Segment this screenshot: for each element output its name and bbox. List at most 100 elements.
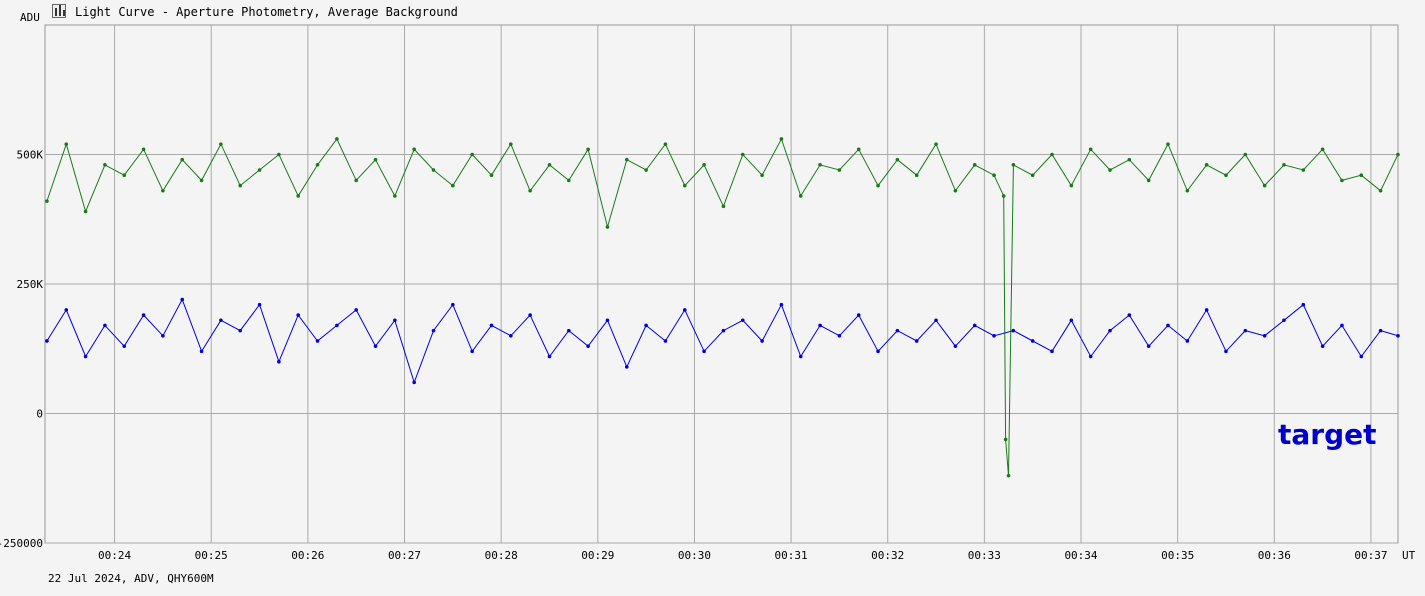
series-point-1 <box>605 318 610 323</box>
series-point-1 <box>509 334 513 338</box>
series-point-0 <box>1069 183 1074 188</box>
series-point-0 <box>238 183 243 188</box>
series-point-0 <box>122 173 127 178</box>
series-point-0 <box>856 147 861 152</box>
series-point-1 <box>1146 344 1151 348</box>
y-tick-label: -250000 <box>0 537 43 550</box>
series-point-1 <box>1282 318 1286 323</box>
x-tick-label: 00:37 <box>1354 549 1387 562</box>
y-tick-label: 500K <box>17 149 44 162</box>
series-point-0 <box>702 163 706 167</box>
series-point-1 <box>914 339 919 343</box>
series-point-0 <box>45 199 49 203</box>
series-point-0 <box>798 194 803 198</box>
series-point-1 <box>180 297 185 302</box>
series-point-1 <box>431 328 436 333</box>
series-point-0 <box>895 157 900 162</box>
series-point-0 <box>335 137 339 141</box>
series-point-1 <box>1378 328 1383 333</box>
series-point-0 <box>624 157 629 162</box>
series-point-0 <box>257 168 262 172</box>
series-point-0 <box>161 188 165 193</box>
series-point-0 <box>1166 142 1170 146</box>
series-point-1 <box>760 339 764 343</box>
series-point-0 <box>682 183 687 188</box>
footer-info: 22 Jul 2024, ADV, QHY600M <box>48 572 214 585</box>
series-point-0 <box>914 173 919 178</box>
series-point-1 <box>663 339 668 343</box>
series-point-1 <box>740 318 745 323</box>
x-tick-label: 00:25 <box>195 549 228 562</box>
series-point-0 <box>992 173 996 178</box>
x-tick-label: 00:26 <box>291 549 324 562</box>
series-point-0 <box>1243 152 1248 157</box>
x-tick-label: 00:36 <box>1258 549 1291 562</box>
series-point-1 <box>373 344 378 348</box>
series-point-1 <box>702 349 706 354</box>
series-point-1 <box>876 349 880 354</box>
series-point-0 <box>663 142 668 146</box>
series-point-1 <box>1185 339 1190 343</box>
series-point-0 <box>1301 168 1306 172</box>
series-point-0 <box>1282 163 1286 167</box>
series-point-0 <box>721 204 726 209</box>
series-point-1 <box>1030 339 1035 343</box>
series-point-1 <box>1108 328 1112 333</box>
series-point-1 <box>1204 308 1209 312</box>
series-point-1 <box>1050 349 1054 354</box>
series-point-1 <box>451 302 455 307</box>
series-point-1 <box>798 354 803 359</box>
series-point-1 <box>199 349 204 354</box>
series-point-1 <box>1224 349 1228 354</box>
series-point-0 <box>1011 163 1016 167</box>
series-point-1 <box>721 328 726 333</box>
x-tick-label: 00:33 <box>968 549 1001 562</box>
y-axis-unit: ADU <box>20 11 40 24</box>
series-point-1 <box>528 313 532 317</box>
series-point-0 <box>1320 147 1325 152</box>
series-point-1 <box>972 323 977 328</box>
series-point-0 <box>1359 173 1364 178</box>
series-point-1 <box>682 308 687 312</box>
series-point-0 <box>83 209 88 214</box>
series-point-0 <box>760 173 764 178</box>
series-point-1 <box>141 313 146 317</box>
series-point-1 <box>83 354 88 359</box>
series-point-1 <box>856 313 861 317</box>
series-point-1 <box>1340 323 1344 328</box>
series-point-0 <box>1003 437 1008 442</box>
series-point-0 <box>1108 168 1112 172</box>
chart-icon[interactable] <box>52 4 66 18</box>
x-axis-unit: UT <box>1402 549 1416 562</box>
x-tick-label: 00:35 <box>1161 549 1194 562</box>
series-point-1 <box>895 328 900 333</box>
series-point-0 <box>64 142 69 146</box>
x-ticks: 00:24 00:25 00:26 00:27 00:28 00:29 00:30 00:31… <box>98 549 1416 562</box>
series-point-1 <box>934 318 938 323</box>
series-point-0 <box>373 157 378 162</box>
series-point-0 <box>1204 163 1209 167</box>
series-point-0 <box>431 168 436 172</box>
series-point-1 <box>779 302 784 307</box>
series-point-1 <box>393 318 397 323</box>
series-point-0 <box>141 147 146 152</box>
series-point-0 <box>489 173 494 178</box>
series-point-0 <box>779 137 784 141</box>
series-point-0 <box>1127 157 1132 162</box>
series-group <box>45 137 1400 478</box>
y-ticks: 500K 250K 0 -250000 <box>0 149 43 551</box>
series-point-1 <box>103 323 107 328</box>
series-point-1 <box>1243 328 1248 333</box>
series-point-1 <box>547 354 552 359</box>
series-point-1 <box>45 339 49 343</box>
series-point-0 <box>509 142 513 146</box>
series-point-0 <box>1262 183 1267 188</box>
series-point-0 <box>470 152 474 157</box>
series-point-1 <box>315 339 320 343</box>
series-point-0 <box>1030 173 1035 178</box>
series-point-1 <box>277 359 281 364</box>
series-point-1 <box>1166 323 1170 328</box>
series-point-1 <box>1320 344 1325 348</box>
series-point-1 <box>122 344 127 348</box>
